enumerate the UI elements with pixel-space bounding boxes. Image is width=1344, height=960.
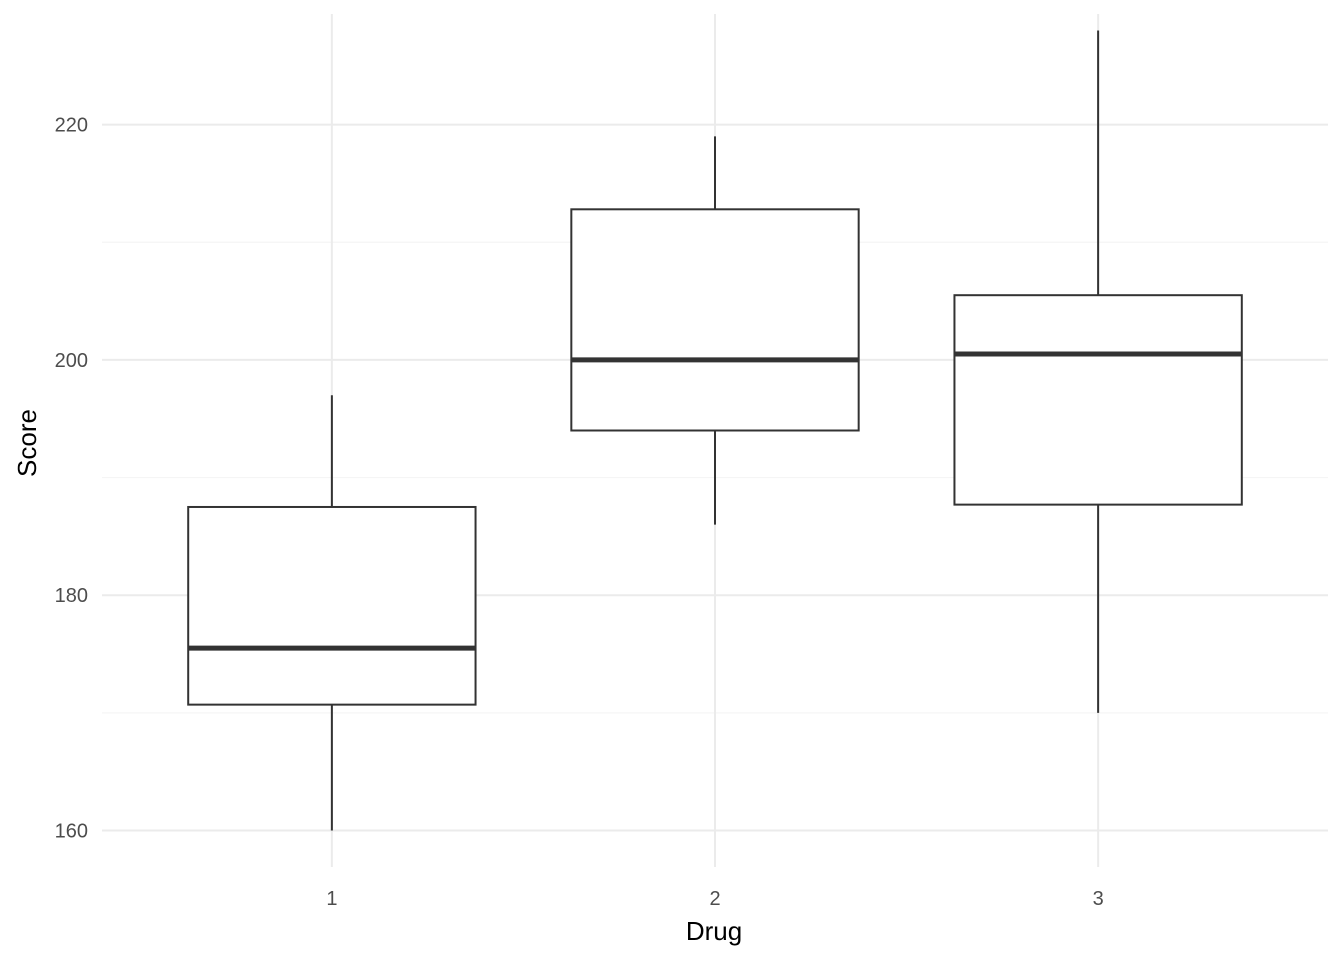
box-layer <box>187 30 1243 831</box>
x-axis-title: Drug <box>686 916 742 946</box>
y-tick-label: 160 <box>55 821 88 843</box>
box-iqr <box>570 208 860 432</box>
x-tick-label: 2 <box>709 888 720 910</box>
x-tick-label: 1 <box>326 888 337 910</box>
box-iqr <box>953 294 1243 506</box>
y-tick-label: 200 <box>55 350 88 372</box>
tick-labels: 160 180 200 220 1 2 3 <box>55 115 1104 910</box>
y-axis-title: Score <box>12 409 42 477</box>
box-iqr <box>187 505 477 706</box>
y-tick-label: 180 <box>55 585 88 607</box>
y-tick-label: 220 <box>55 115 88 137</box>
x-tick-label: 3 <box>1093 888 1104 910</box>
